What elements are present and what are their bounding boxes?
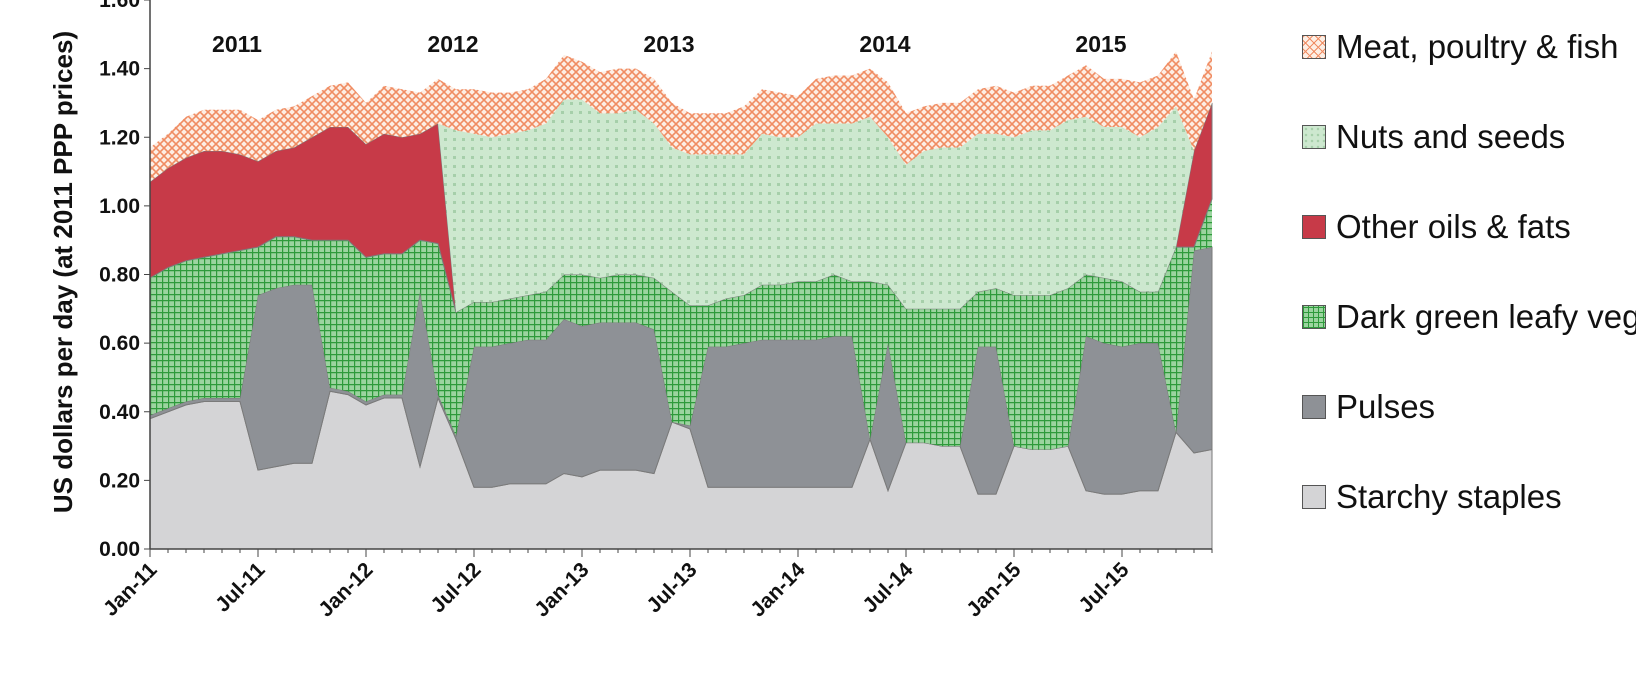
y-axis-title: US dollars per day (at 2011 PPP prices) — [48, 31, 78, 513]
year-label: 2014 — [859, 31, 910, 57]
legend-swatch — [1302, 395, 1326, 419]
y-tick-label: 1.40 — [99, 58, 140, 81]
x-tick-label: Jul-13 — [642, 558, 701, 617]
year-label: 2015 — [1075, 31, 1126, 57]
legend-swatch — [1302, 485, 1326, 509]
x-tick-label: Jan-12 — [314, 558, 377, 621]
x-tick-label: Jan-13 — [530, 558, 593, 621]
legend-item-other-oils-fats: Other oils & fats — [1302, 208, 1571, 246]
x-tick-label: Jul-15 — [1074, 558, 1133, 617]
area-meat-poultry-fish — [150, 51, 1212, 182]
legend-label: Starchy staples — [1336, 478, 1562, 515]
legend-label: Nuts and seeds — [1336, 118, 1566, 155]
legend-item-dark-green-leafy-veg: Dark green leafy veg. — [1302, 298, 1636, 336]
year-label: 2012 — [427, 31, 478, 57]
year-label: 2013 — [643, 31, 694, 57]
axes — [144, 0, 1213, 557]
x-tick-label: Jan-14 — [746, 558, 810, 622]
x-tick-labels: Jan-11 Jul-11 Jan-12 Jul-12 Jan-13 Jul-13 Jan-… — [99, 558, 1134, 622]
legend-swatch — [1302, 35, 1326, 59]
legend-item-pulses: Pulses — [1302, 388, 1435, 426]
legend-item-nuts-and-seeds: Nuts and seeds — [1302, 118, 1565, 156]
y-tick-label: 0.60 — [99, 332, 140, 355]
y-tick-label: 1.00 — [99, 195, 140, 218]
y-tick-labels: 0.00 0.20 0.40 0.60 0.80 1.00 1.20 1.40 1.60 — [99, 0, 140, 561]
y-tick-label: 0.00 — [99, 538, 140, 561]
legend-swatch — [1302, 305, 1326, 329]
legend-label: Pulses — [1336, 388, 1436, 425]
y-tick-label: 0.80 — [99, 264, 140, 287]
series-areas — [149, 51, 1213, 550]
legend-item-starchy-staples: Starchy staples — [1302, 478, 1562, 516]
x-tick-label: Jan-15 — [962, 558, 1026, 622]
legend-swatch — [1302, 215, 1326, 239]
legend-label: Other oils & fats — [1336, 208, 1571, 245]
y-tick-label: 1.60 — [99, 0, 140, 12]
x-tick-label: Jul-11 — [211, 558, 270, 617]
stacked-area-chart: 0.00 0.20 0.40 0.60 0.80 1.00 1.20 1.40 1.60 Jan… — [48, 0, 1213, 622]
legend-label: Dark green leafy veg. — [1336, 298, 1636, 335]
year-label: 2011 — [212, 31, 262, 57]
legend-label: Meat, poultry & fish — [1336, 28, 1619, 65]
legend: Meat, poultry & fish Nuts and seeds Other … — [1302, 0, 1636, 687]
x-tick-label: Jul-12 — [426, 558, 485, 617]
y-tick-label: 0.20 — [99, 469, 140, 492]
x-tick-label: Jan-11 — [99, 558, 162, 621]
y-tick-label: 1.20 — [99, 126, 140, 149]
y-tick-label: 0.40 — [99, 401, 140, 424]
area-dark-green-leafy-veg — [150, 199, 1212, 450]
legend-swatch — [1302, 125, 1326, 149]
x-tick-label: Jul-14 — [858, 558, 917, 617]
legend-item-meat-poultry-fish: Meat, poultry & fish — [1302, 28, 1618, 66]
area-nuts-and-seeds — [150, 99, 1212, 313]
year-labels: 2011 2012 2013 2014 2015 — [212, 31, 1127, 57]
